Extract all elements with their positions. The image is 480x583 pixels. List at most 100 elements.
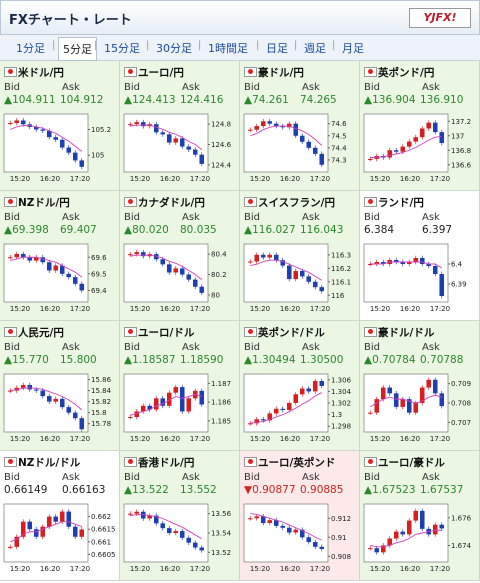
candle <box>432 266 438 274</box>
candle <box>374 262 380 264</box>
candle <box>72 412 78 419</box>
ask-label: Ask <box>182 472 200 483</box>
candle <box>127 513 133 515</box>
candle <box>179 268 185 275</box>
rate-cell[interactable]: カナダドル/円 Bid Ask ▲80.020 80.035 80.4 80.2 80 15:2… <box>120 191 240 321</box>
flag-dot <box>368 69 373 74</box>
y-tick-label: 74.4 <box>331 144 347 152</box>
candle <box>46 396 52 402</box>
plot-area <box>243 113 329 173</box>
y-tick-label: 15.84 <box>91 387 112 395</box>
bid: 15.770 <box>12 354 49 366</box>
y-tick-label: 116.2 <box>331 265 351 273</box>
ask-label: Ask <box>302 342 320 353</box>
trend-arrow: ▲ <box>364 484 373 496</box>
bid-label: Bid <box>364 212 380 223</box>
candle <box>173 531 179 533</box>
y-tick-label: 15.78 <box>91 420 111 428</box>
logo[interactable]: YJFX! <box>409 8 471 28</box>
candle <box>267 121 273 124</box>
y-tick-label: 1.185 <box>211 417 231 425</box>
mini-chart: 105.2 105 15:20 16:20 17:20 <box>3 113 111 183</box>
y-tick-label: 116.3 <box>331 251 351 259</box>
rate-cell[interactable]: スイスフラン/円 Bid Ask ▲116.027 116.043 116.3 116.2 1… <box>240 191 360 321</box>
rate-cell[interactable]: ユーロ/豪ドル Bid Ask ▲1.67523 1.67537 1.676 1.674 15… <box>360 451 480 581</box>
rate-cell[interactable]: ランド/円 Bid Ask 6.384 6.397 6.4 6.39 15:20 16:20 17… <box>360 191 480 321</box>
tab[interactable]: 1分足 <box>16 42 45 55</box>
bid-label: Bid <box>4 472 20 483</box>
rate-cell[interactable]: 香港ドル/円 Bid Ask ▲13.522 13.552 13.56 13.54 13.52… <box>120 451 240 581</box>
candle <box>27 257 33 261</box>
moving-average <box>370 394 442 408</box>
mini-chart: 0.912 0.91 0.908 15:20 16:20 17:20 <box>243 503 351 573</box>
rate-cell[interactable]: 豪ドル/円 Bid Ask ▲74.261 74.265 74.6 74.5 74.4 74.3… <box>240 61 360 191</box>
candle <box>40 257 46 263</box>
y-tick-label: 0.6605 <box>91 551 116 559</box>
ask: 6.397 <box>422 224 453 236</box>
ask-value: 136.910 <box>420 94 463 106</box>
y-tick-label: 13.52 <box>211 549 231 557</box>
candle <box>267 520 273 524</box>
x-tick-label: 17:20 <box>310 435 330 443</box>
tab[interactable]: 15分足 <box>104 42 140 55</box>
tab[interactable]: 週足 <box>304 42 326 55</box>
bid-label: Bid <box>244 342 260 353</box>
candle <box>186 274 192 280</box>
y-tick-label: 80.4 <box>211 251 227 259</box>
candle <box>53 516 59 522</box>
candle <box>72 277 78 284</box>
rate-cell[interactable]: ユーロ/ドル Bid Ask ▲1.18587 1.18590 1.187 1.186 1.1… <box>120 321 240 451</box>
mini-chart: 1.187 1.186 1.185 15:20 16:20 17:20 <box>123 373 232 443</box>
rate-cell[interactable]: 人民元/円 Bid Ask ▲15.770 15.800 15.86 15.84 15.82 1… <box>0 321 120 451</box>
y-tick-label: 0.661 <box>91 538 111 546</box>
rate-cell[interactable]: 英ポンド/円 Bid Ask ▲136.904 136.910 137.2 137 136.8… <box>360 61 480 191</box>
candle <box>439 524 445 529</box>
tab-separator: | <box>294 40 298 51</box>
pair-name: ユーロ/円 <box>138 67 184 79</box>
candle <box>400 262 406 264</box>
rate-cell[interactable]: NZドル/ドル Bid Ask 0.66149 0.66163 0.662 0.6615 0.… <box>0 451 120 581</box>
tab[interactable]: 月足 <box>342 42 364 55</box>
candle <box>432 379 438 394</box>
ask-label: Ask <box>422 82 440 93</box>
candle <box>59 265 65 274</box>
bid-value: ▲136.904 <box>364 94 416 106</box>
bid: 80.020 <box>132 224 169 236</box>
candle <box>140 511 146 519</box>
tab[interactable]: 1時間足 <box>208 42 248 55</box>
rate-cell[interactable]: NZドル/円 Bid Ask ▲69.398 69.407 69.6 69.5 69.4 15:… <box>0 191 120 321</box>
candle <box>306 537 312 543</box>
rate-cell[interactable]: 英ポンド/ドル Bid Ask ▲1.30494 1.30500 1.306 1.304 1.… <box>240 321 360 451</box>
candle <box>247 129 253 131</box>
tab[interactable]: 5分足 <box>58 37 97 61</box>
rate-cell[interactable]: 豪ドル/ドル Bid Ask ▲0.70784 0.70788 0.709 0.708 0.7… <box>360 321 480 451</box>
tab[interactable]: 日足 <box>266 42 288 55</box>
rate-cell[interactable]: ユーロ/円 Bid Ask ▲124.413 124.416 124.8 124.6 124.… <box>120 61 240 191</box>
rate-cell[interactable]: 米ドル/円 Bid Ask ▲104.911 104.912 105.2 105 15:20 1… <box>0 61 120 191</box>
candle <box>286 265 292 280</box>
candle <box>426 379 432 388</box>
candle <box>134 122 140 125</box>
candle <box>153 254 159 260</box>
tab[interactable]: 30分足 <box>156 42 192 55</box>
flag-icon <box>4 327 17 337</box>
candle <box>179 531 185 538</box>
candle <box>79 160 85 167</box>
ask-value: 124.416 <box>180 94 223 106</box>
ask: 136.910 <box>420 94 464 106</box>
y-tick-label: 105.2 <box>91 126 111 134</box>
candle <box>254 126 260 130</box>
ask-value: 15.800 <box>60 354 97 366</box>
x-tick-label: 16:20 <box>40 175 60 183</box>
moving-average <box>250 259 322 281</box>
x-tick-label: 16:20 <box>160 435 180 443</box>
y-tick-label: 1.186 <box>211 399 232 407</box>
candle <box>14 253 20 258</box>
x-tick-label: 16:20 <box>400 565 420 573</box>
ask: 0.70788 <box>420 354 464 366</box>
candle <box>380 387 386 400</box>
candle <box>79 529 85 537</box>
bid-label: Bid <box>244 212 260 223</box>
candle <box>260 419 266 421</box>
rate-cell[interactable]: ユーロ/英ポンド Bid Ask ▼0.90877 0.90885 0.912 0.91 0.… <box>240 451 360 581</box>
